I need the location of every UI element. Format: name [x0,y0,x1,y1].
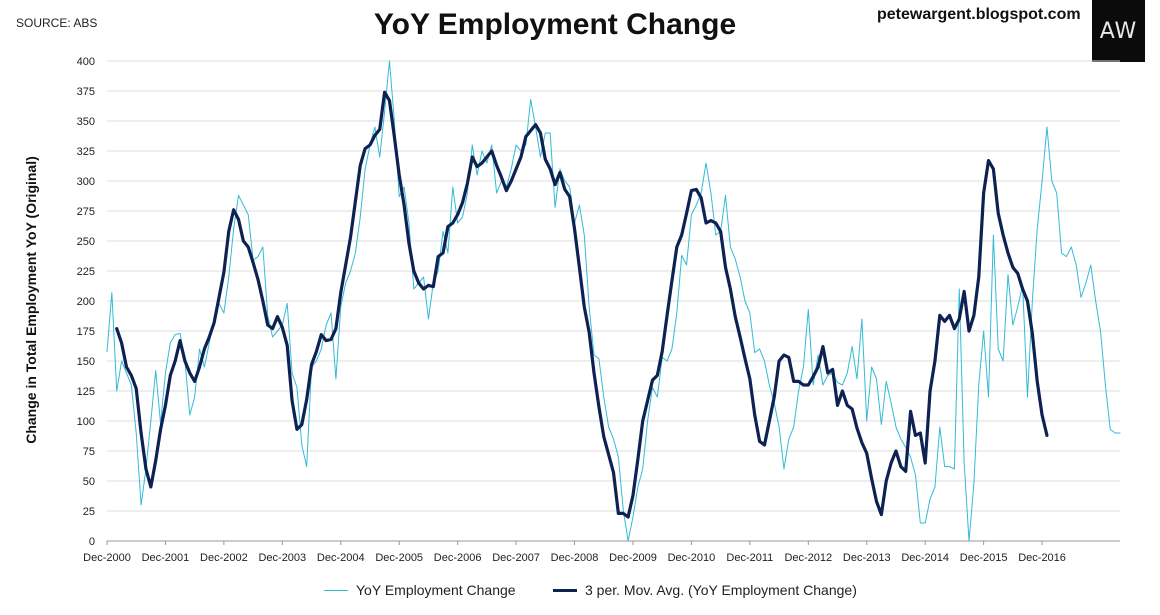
x-tick-label: Dec-2003 [258,552,306,564]
y-tick-label: 25 [83,506,95,518]
legend-item-yoy: YoY Employment Change [324,582,516,598]
series-line-moving-average [115,90,1049,519]
y-tick-label: 250 [77,236,95,248]
chart-title: YoY Employment Change [373,8,737,41]
series-lines [106,60,1121,542]
legend-swatch-thick-line [553,588,577,592]
x-tick-label: Dec-2005 [375,552,423,564]
x-tick-label: Dec-2010 [668,552,716,564]
x-tick-label: Dec-2001 [142,552,190,564]
x-tick-label: Dec-2007 [492,552,540,564]
y-tick-label: 225 [77,266,95,278]
logo-text: AW [1099,18,1138,44]
y-tick-label: 100 [77,416,95,428]
x-tick-label: Dec-2002 [200,552,248,564]
x-tick-label: Dec-2008 [551,552,599,564]
y-tick-label: 200 [77,296,95,308]
y-tick-label: 275 [77,206,95,218]
y-tick-label: 50 [83,476,95,488]
x-tick-label: Dec-2011 [726,552,773,564]
y-tick-labels: 0 25 50 75 100 125 150 175 200 225 250 275 300 325 350… [77,56,95,548]
legend-item-moving-average: 3 per. Mov. Avg. (YoY Employment Change) [553,582,857,598]
y-tick-label: 75 [83,446,95,458]
y-tick-label: 175 [77,326,95,338]
y-tick-label: 0 [89,536,95,548]
x-tick-labels: Dec-2000 Dec-2001 Dec-2002 Dec-2003 Dec-2004… [83,541,1066,564]
x-tick-label: Dec-2000 [83,552,131,564]
y-tick-label: 350 [77,116,95,128]
x-tick-label: Dec-2014 [901,552,949,564]
series-line-yoy-employment-change [106,60,1121,542]
y-tick-label: 375 [77,86,95,98]
y-tick-label: 325 [77,146,95,158]
x-tick-label: Dec-2012 [784,552,832,564]
aw-logo: AW [1092,0,1145,62]
blog-url: petewargent.blogspot.com [877,6,1081,23]
y-tick-label: 300 [77,176,95,188]
legend: YoY Employment Change 3 per. Mov. Avg. (… [0,582,1160,602]
y-tick-label: 150 [77,356,95,368]
gridlines [107,60,1120,542]
source-note: SOURCE: ABS [16,16,98,30]
x-tick-label: Dec-2004 [317,552,365,564]
x-tick-label: Dec-2016 [1018,552,1066,564]
legend-label-yoy: YoY Employment Change [356,582,516,598]
x-tick-label: Dec-2006 [434,552,482,564]
x-tick-label: Dec-2009 [609,552,657,564]
y-tick-label: 400 [77,56,95,68]
x-tick-label: Dec-2015 [960,552,1008,564]
legend-label-moving-average: 3 per. Mov. Avg. (YoY Employment Change) [585,582,857,598]
legend-swatch-thin-line [324,589,348,591]
y-tick-label: 125 [77,386,95,398]
x-tick-label: Dec-2013 [843,552,891,564]
